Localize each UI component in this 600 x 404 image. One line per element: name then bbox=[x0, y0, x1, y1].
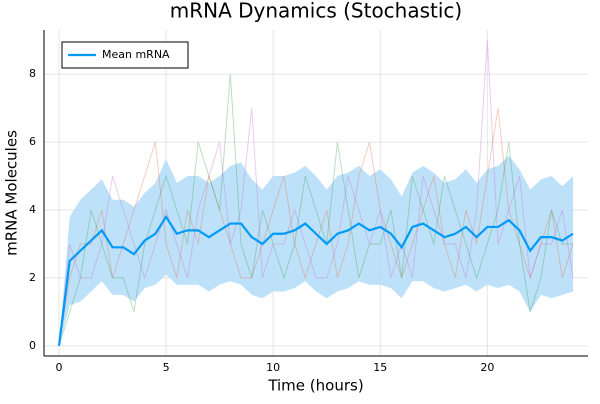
y-axis-label: mRNA Molecules bbox=[3, 130, 21, 256]
x-tick-label: 5 bbox=[163, 361, 170, 374]
x-tick-label: 0 bbox=[55, 361, 62, 374]
legend-label: Mean mRNA bbox=[102, 48, 170, 61]
x-tick-label: 20 bbox=[480, 361, 494, 374]
y-tick-label: 2 bbox=[29, 271, 36, 284]
trace-line bbox=[58, 40, 574, 346]
x-tick-label: 15 bbox=[373, 361, 387, 374]
trace-line bbox=[58, 74, 574, 346]
y-tick-label: 4 bbox=[29, 203, 36, 216]
trace-line bbox=[58, 108, 574, 346]
y-tick-label: 6 bbox=[29, 135, 36, 148]
band bbox=[58, 155, 574, 346]
chart-title: mRNA Dynamics (Stochastic) bbox=[170, 0, 462, 23]
x-tick-label: 10 bbox=[266, 361, 280, 374]
y-tick-label: 8 bbox=[29, 67, 36, 80]
mean-line bbox=[57, 214, 574, 346]
y-tick-label: 0 bbox=[29, 339, 36, 352]
x-axis-label: Time (hours) bbox=[267, 377, 363, 395]
